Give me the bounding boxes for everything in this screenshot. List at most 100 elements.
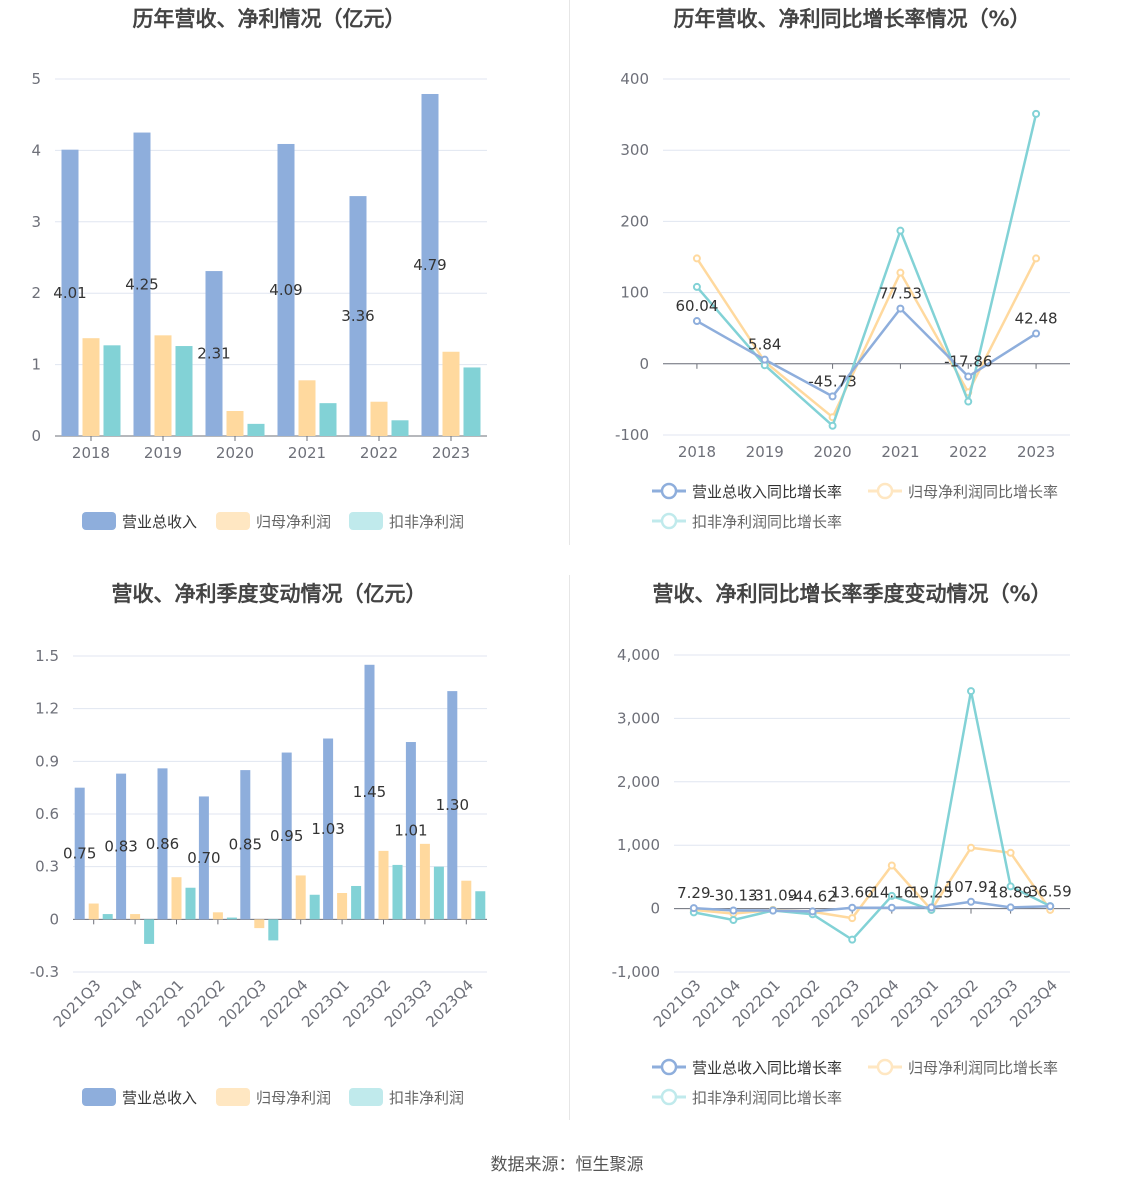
chart-title: 历年营收、净利同比增长率情况（%） xyxy=(673,7,1030,31)
bar-deducted xyxy=(392,864,403,920)
annual-bar-chart: 历年营收、净利情况（亿元） 0 1 2 3 4 5 2018 2019 2020 2021 2022 2… xyxy=(31,7,487,531)
data-label: 13.66 xyxy=(831,884,874,902)
point-deducted-growth xyxy=(692,282,701,291)
bar-revenue xyxy=(349,196,367,436)
data-label: 77.53 xyxy=(879,285,922,303)
data-label: 60.04 xyxy=(675,297,718,315)
y-tick-label: 0.9 xyxy=(35,752,59,770)
bar-revenue xyxy=(364,664,375,920)
data-source: 数据来源：恒生聚源 xyxy=(490,1155,644,1175)
bar-net-profit xyxy=(254,919,265,929)
bar-deducted xyxy=(268,919,279,941)
y-tick-label: -1,000 xyxy=(612,963,660,981)
bar-net-profit xyxy=(295,875,306,920)
x-tick-label: 2019 xyxy=(746,443,784,461)
point-revenue-growth xyxy=(828,392,837,401)
y-tick-label: 2,000 xyxy=(617,773,660,791)
x-tick-label: 2023 xyxy=(432,444,470,462)
legend-marker-deducted-growth xyxy=(660,512,678,530)
point-revenue-growth xyxy=(964,372,973,381)
point-revenue-growth xyxy=(729,906,738,915)
legend-swatch-revenue xyxy=(82,1088,116,1106)
quarterly-growth-chart-panel: 营收、净利同比增长率季度变动情况（%） -1,000 0 1,000 2,000 3,00… xyxy=(570,570,1134,1130)
legend-label-revenue: 营业总收入 xyxy=(122,513,197,531)
data-label: 0.95 xyxy=(270,827,303,845)
point-net-profit-growth xyxy=(692,254,701,263)
bar-revenue xyxy=(61,149,79,436)
y-tick-label: 1.2 xyxy=(35,700,59,718)
bar-net-profit xyxy=(378,850,389,920)
y-tick-label: 4,000 xyxy=(617,646,660,664)
bar-deducted xyxy=(351,885,362,920)
legend-swatch-net-profit xyxy=(216,512,250,530)
chart-title: 营收、净利同比增长率季度变动情况（%） xyxy=(652,582,1051,606)
point-revenue-growth xyxy=(689,904,698,913)
y-tick-label: 400 xyxy=(620,70,649,88)
quarterly-bar-chart: 营收、净利季度变动情况（亿元）-0.300.30.60.91.21.52021Q… xyxy=(30,582,487,1107)
data-label: 0.85 xyxy=(229,836,262,854)
point-deducted-growth xyxy=(1006,882,1015,891)
point-net-profit-growth xyxy=(967,843,975,852)
y-tick-label: 200 xyxy=(620,212,649,230)
data-label: -31.09 xyxy=(749,887,797,905)
data-label: 1.45 xyxy=(353,783,386,801)
bar-revenue xyxy=(205,271,223,436)
bar-net-profit xyxy=(461,880,472,920)
point-revenue-growth xyxy=(1032,329,1041,338)
point-deducted-growth xyxy=(887,891,896,900)
bar-net-profit xyxy=(130,914,141,920)
point-deducted-growth xyxy=(896,226,905,235)
y-tick-label: 1,000 xyxy=(617,836,660,854)
point-revenue-growth xyxy=(808,907,817,916)
point-net-profit-growth xyxy=(848,914,857,923)
data-label: -30.13 xyxy=(709,887,757,905)
legend-label-deducted-growth: 扣非净利润同比增长率 xyxy=(692,1089,842,1107)
data-label: 107.92 xyxy=(945,878,998,896)
annual-growth-chart-panel: 历年营收、净利同比增长率情况（%） -100 0 100 200 300 400 2018 20… xyxy=(570,0,1134,545)
bar-net-profit xyxy=(154,335,172,436)
data-label: 4.09 xyxy=(269,281,302,299)
bar-deducted xyxy=(309,894,320,920)
data-label: 19.25 xyxy=(910,883,953,901)
point-deducted-growth xyxy=(848,935,857,944)
y-tick-label: 5 xyxy=(31,70,41,88)
line-revenue-growth xyxy=(693,900,1051,913)
point-revenue-growth xyxy=(927,903,936,912)
quarterly-chart-panel: 营收、净利季度变动情况（亿元） -0.3 0 0.3 0.6 0.9 1.2 1.5 2021Q… xyxy=(0,570,569,1130)
point-revenue-growth xyxy=(692,317,701,326)
line-deducted-growth xyxy=(693,690,1051,942)
y-tick-label: 0 xyxy=(639,355,649,373)
data-label: -45.73 xyxy=(808,372,856,390)
bar-net-profit xyxy=(337,893,348,920)
x-tick-label: 2018 xyxy=(72,444,110,462)
data-label: 4.79 xyxy=(413,256,446,274)
data-label: 0.70 xyxy=(187,849,220,867)
x-tick-label: 2018 xyxy=(678,443,716,461)
y-tick-label: 3,000 xyxy=(617,709,660,727)
y-tick-label: -100 xyxy=(615,426,649,444)
legend-marker-deducted-growth xyxy=(660,1088,678,1106)
y-tick-label: 1 xyxy=(31,356,41,374)
data-label: -17.86 xyxy=(944,353,992,371)
point-revenue-growth xyxy=(896,304,905,313)
data-label: 1.01 xyxy=(394,822,427,840)
data-label: 42.48 xyxy=(1015,310,1058,328)
point-net-profit-growth xyxy=(887,861,896,870)
bar-deducted xyxy=(319,403,337,436)
data-label: 5.84 xyxy=(748,336,781,354)
point-deducted-growth xyxy=(1032,109,1041,118)
bar-revenue xyxy=(74,787,85,920)
data-label: 3.36 xyxy=(341,307,374,325)
point-revenue-growth xyxy=(1046,902,1055,911)
quarterly-growth-line-chart: 营收、净利同比增长率季度变动情况（%） -1,000 0 1,000 2,000 3,00… xyxy=(612,582,1072,1107)
bar-revenue xyxy=(116,773,127,920)
legend-label-net-profit: 归母净利润 xyxy=(256,513,331,531)
data-label: 0.86 xyxy=(146,835,179,853)
point-deducted-growth xyxy=(967,687,975,696)
y-tick-label: 0 xyxy=(31,427,41,445)
data-label: 7.29 xyxy=(677,884,710,902)
legend-marker-revenue-growth xyxy=(660,1058,678,1076)
y-tick-label: 4 xyxy=(31,141,41,159)
bar-revenue xyxy=(281,752,292,920)
legend-label-net-profit-growth: 归母净利润同比增长率 xyxy=(908,1059,1058,1077)
